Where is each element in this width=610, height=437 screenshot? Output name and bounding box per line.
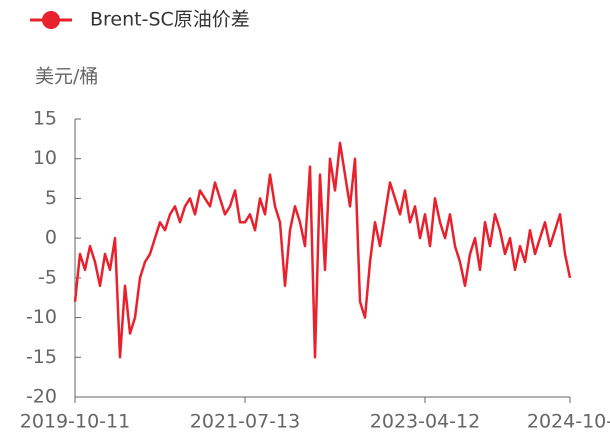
legend-marker	[42, 11, 60, 29]
x-tick-label: 2019-10-11	[20, 411, 130, 433]
y-axis-label: 美元/桶	[35, 66, 98, 88]
data-line	[73, 141, 572, 359]
x-tick-label: 2021-07-13	[190, 411, 300, 433]
legend-label: Brent-SC原油价差	[90, 9, 250, 31]
x-tick-label: 2024-10-	[527, 411, 610, 433]
x-tick-label: 2023-04-12	[370, 411, 480, 433]
y-tick-label: -20	[26, 386, 57, 408]
y-tick-label: -5	[38, 266, 57, 288]
y-tick-label: -10	[26, 306, 57, 328]
y-tick-label: 0	[45, 227, 57, 249]
y-tick-label: 5	[45, 187, 57, 209]
y-tick-label: 15	[33, 108, 57, 130]
y-tick-label: 10	[33, 147, 57, 169]
y-tick-label: -15	[26, 346, 57, 368]
